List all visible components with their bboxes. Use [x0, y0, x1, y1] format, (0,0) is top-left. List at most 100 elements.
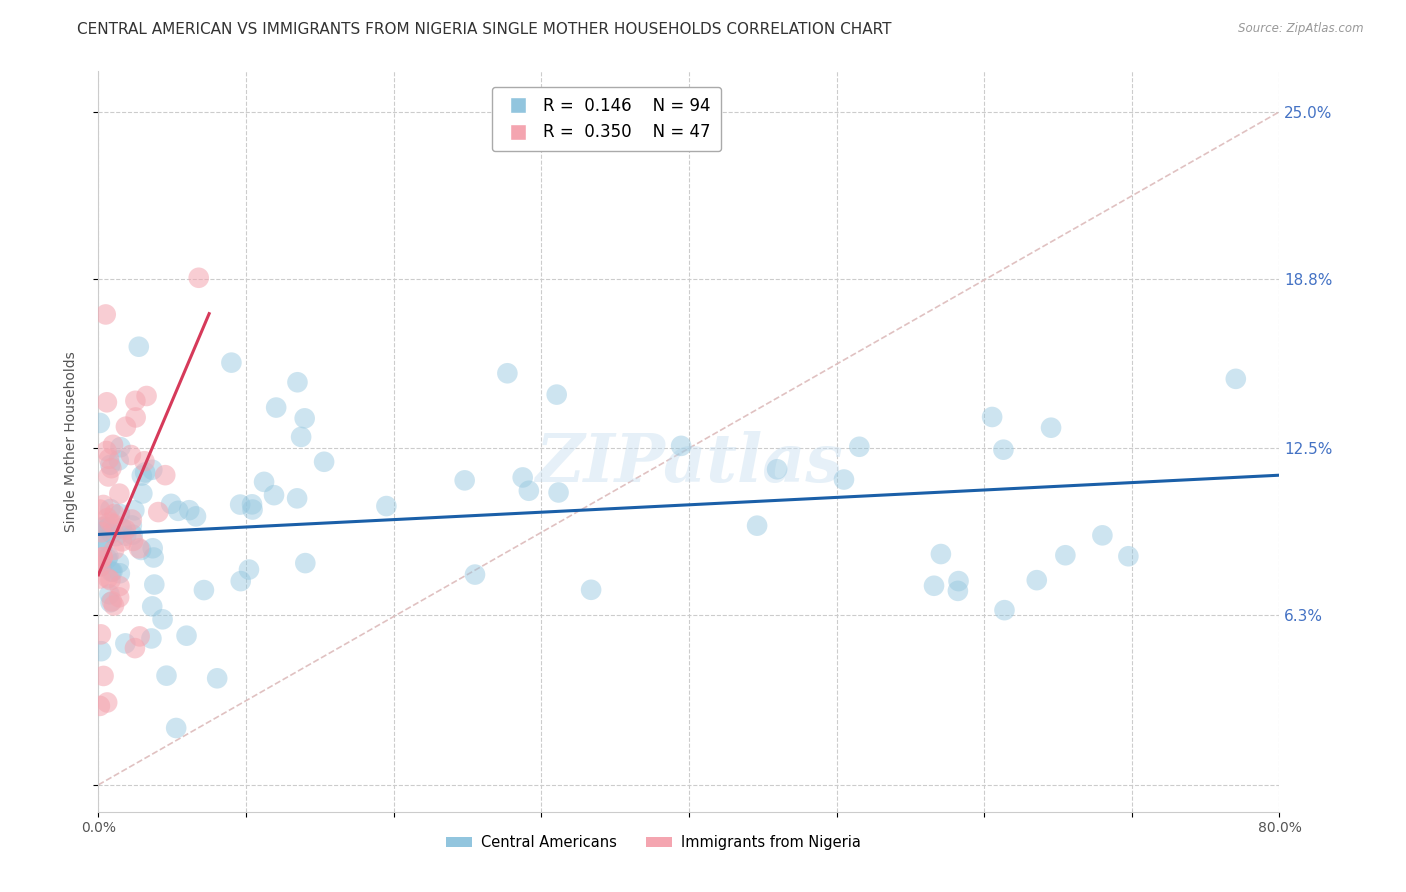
Point: [108, 556, 131, 570]
Point: [981, 409, 1004, 424]
Point: [160, 497, 183, 511]
Point: [242, 502, 264, 516]
Point: [103, 507, 125, 521]
Point: [496, 366, 519, 380]
Point: [97, 520, 120, 534]
Point: [240, 497, 263, 511]
Point: [111, 534, 134, 549]
Point: [179, 503, 201, 517]
Point: [98, 587, 121, 601]
Point: [124, 410, 146, 425]
Point: [114, 636, 136, 650]
Point: [111, 521, 134, 535]
Point: [89, 416, 111, 430]
Point: [115, 529, 138, 543]
Point: [96, 551, 118, 566]
Point: [253, 475, 276, 489]
Point: [1054, 548, 1077, 562]
Point: [464, 567, 486, 582]
Point: [547, 485, 569, 500]
Point: [546, 387, 568, 401]
Point: [108, 591, 131, 605]
Point: [103, 599, 125, 613]
Text: CENTRAL AMERICAN VS IMMIGRANTS FROM NIGERIA SINGLE MOTHER HOUSEHOLDS CORRELATION: CENTRAL AMERICAN VS IMMIGRANTS FROM NIGE…: [77, 22, 891, 37]
Point: [100, 461, 122, 475]
Point: [141, 463, 163, 477]
Point: [375, 499, 398, 513]
Point: [108, 486, 131, 500]
Point: [285, 491, 308, 506]
Point: [766, 462, 789, 476]
Y-axis label: Single Mother Households: Single Mother Households: [63, 351, 77, 532]
Point: [143, 577, 166, 591]
Point: [745, 518, 768, 533]
Point: [96, 395, 118, 409]
Point: [453, 474, 475, 488]
Point: [142, 550, 165, 565]
Point: [131, 486, 153, 500]
Point: [294, 411, 316, 425]
Point: [98, 516, 121, 530]
Point: [152, 612, 174, 626]
Point: [97, 571, 120, 585]
Legend: Central Americans, Immigrants from Nigeria: Central Americans, Immigrants from Niger…: [440, 830, 868, 856]
Point: [100, 595, 122, 609]
Point: [263, 488, 285, 502]
Point: [124, 503, 146, 517]
Point: [101, 438, 124, 452]
Point: [91, 550, 114, 565]
Point: [114, 523, 136, 537]
Point: [90, 644, 112, 658]
Point: [91, 540, 114, 554]
Point: [124, 393, 146, 408]
Point: [89, 559, 111, 574]
Point: [141, 632, 163, 646]
Point: [128, 541, 150, 556]
Point: [993, 603, 1015, 617]
Point: [100, 565, 122, 579]
Point: [579, 582, 602, 597]
Point: [165, 721, 187, 735]
Point: [148, 505, 170, 519]
Point: [512, 470, 534, 484]
Point: [100, 526, 122, 541]
Point: [848, 440, 870, 454]
Point: [97, 549, 120, 564]
Point: [176, 629, 198, 643]
Point: [290, 430, 312, 444]
Point: [946, 583, 969, 598]
Point: [91, 550, 114, 565]
Point: [128, 340, 150, 354]
Point: [115, 419, 138, 434]
Point: [103, 517, 125, 532]
Point: [128, 629, 150, 643]
Point: [124, 641, 146, 656]
Point: [135, 389, 157, 403]
Point: [97, 469, 120, 483]
Point: [122, 533, 145, 548]
Point: [94, 308, 117, 322]
Point: [134, 454, 156, 468]
Point: [108, 579, 131, 593]
Point: [131, 468, 153, 483]
Point: [155, 468, 177, 483]
Point: [93, 669, 115, 683]
Text: ZIPatlas: ZIPatlas: [536, 431, 842, 496]
Point: [101, 565, 124, 579]
Point: [100, 502, 122, 516]
Point: [1040, 420, 1063, 434]
Point: [89, 698, 111, 713]
Point: [96, 696, 118, 710]
Point: [108, 507, 131, 521]
Point: [120, 448, 142, 462]
Point: [90, 559, 112, 574]
Point: [669, 439, 692, 453]
Point: [314, 455, 336, 469]
Point: [155, 668, 177, 682]
Point: [103, 542, 125, 557]
Point: [107, 453, 129, 467]
Point: [98, 458, 121, 472]
Point: [184, 509, 207, 524]
Point: [96, 444, 118, 458]
Point: [238, 563, 260, 577]
